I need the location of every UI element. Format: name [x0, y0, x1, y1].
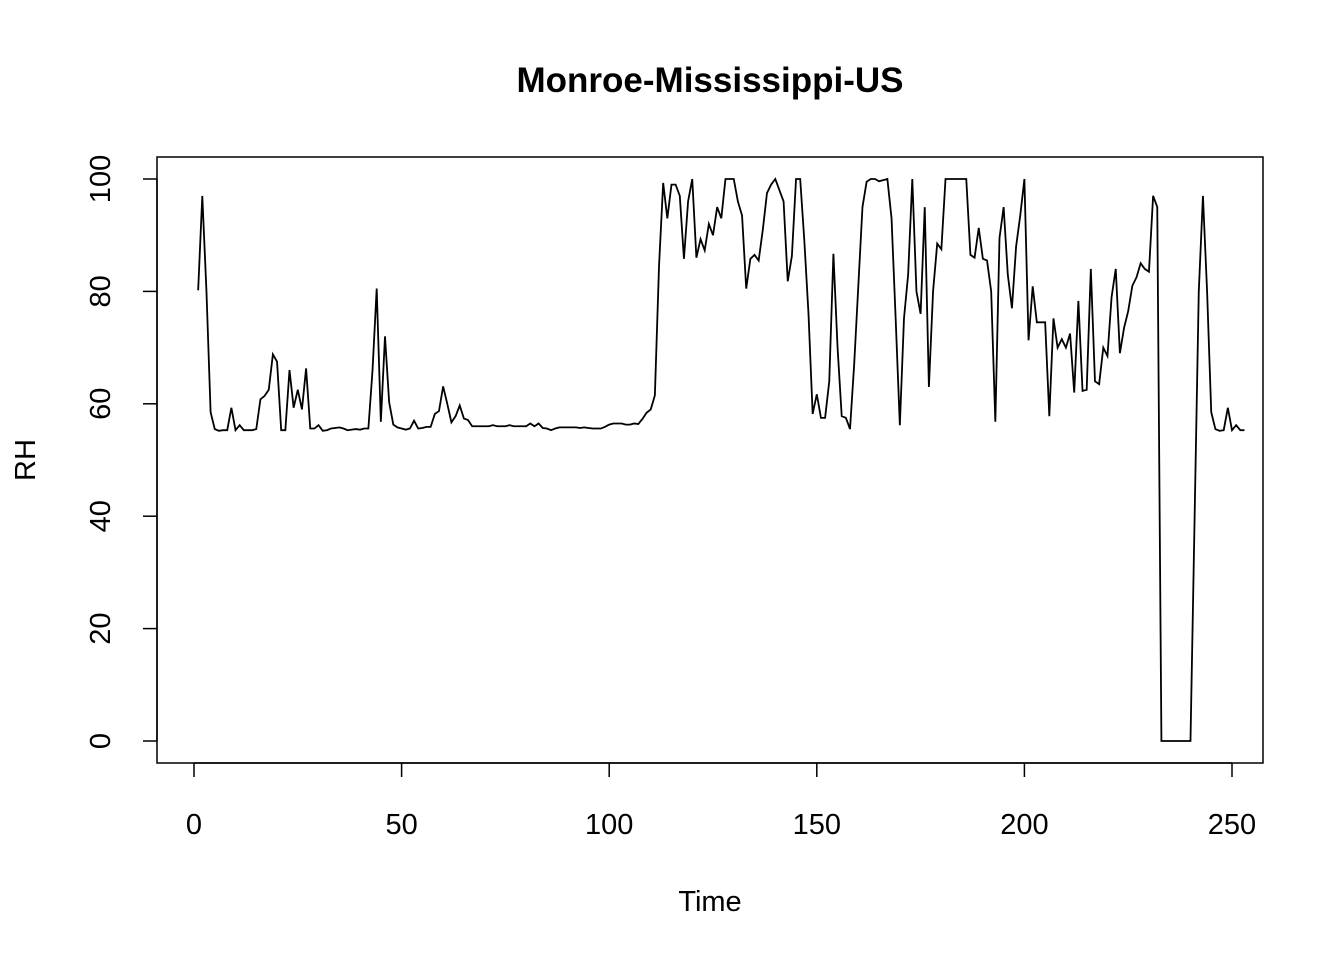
y-tick-label: 40 — [85, 500, 117, 532]
y-tick-label: 0 — [85, 733, 117, 749]
x-axis: 0 50 100 150 200 250 — [186, 762, 1256, 841]
chart-title: Monroe-Mississippi-US — [517, 61, 904, 100]
series-line — [197, 177, 1245, 742]
x-tick-label: 50 — [385, 809, 417, 841]
y-axis-label: RH — [10, 439, 42, 481]
x-tick-label: 200 — [1000, 809, 1048, 841]
y-axis: 0 20 40 60 80 100 — [85, 155, 158, 749]
x-tick-label: 250 — [1208, 809, 1256, 841]
y-tick-label: 20 — [85, 612, 117, 644]
plot-frame — [156, 156, 1264, 764]
x-tick-label: 0 — [186, 809, 202, 841]
x-tick-label: 100 — [585, 809, 633, 841]
x-axis-label: Time — [678, 886, 741, 918]
y-tick-label: 60 — [85, 388, 117, 420]
x-tick-label: 150 — [793, 809, 841, 841]
y-tick-label: 80 — [85, 275, 117, 307]
series-layer — [197, 177, 1245, 742]
y-tick-label: 100 — [85, 155, 117, 203]
